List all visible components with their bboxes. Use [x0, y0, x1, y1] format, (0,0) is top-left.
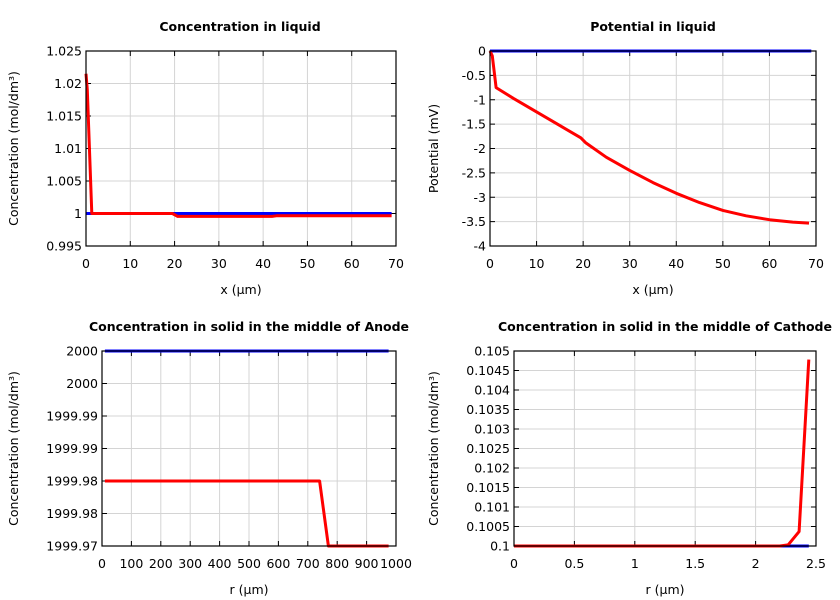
y-tick-label: -1.5	[462, 117, 486, 132]
x-tick-label: 700	[296, 556, 320, 571]
y-tick-label: -3.5	[462, 214, 486, 229]
x-tick-label: 50	[299, 256, 315, 271]
x-tick-label: 70	[808, 256, 824, 271]
y-tick-label: 2000	[66, 376, 98, 391]
y-axis-label: Concentration (mol/dm³)	[6, 371, 21, 526]
y-tick-label: 0.1025	[466, 441, 510, 456]
y-tick-label: 0.102	[474, 461, 510, 476]
y-tick-label: 0.101	[474, 500, 510, 515]
chart-title: Potential in liquid	[590, 19, 716, 34]
x-tick-label: 500	[237, 556, 261, 571]
x-axis-label: x (µm)	[632, 282, 673, 297]
x-tick-label: 1	[631, 556, 639, 571]
x-tick-label: 0	[82, 256, 90, 271]
y-tick-label: 1999.99	[46, 441, 98, 456]
x-tick-label: 0.5	[564, 556, 584, 571]
y-axis-label: Concentration (mol/dm³)	[6, 71, 21, 226]
subplot-4: Concentration in solid in the middle of …	[426, 319, 832, 597]
y-tick-label: 2000	[66, 344, 98, 359]
series-line-2	[84, 73, 392, 218]
plot-frame	[513, 350, 817, 547]
x-tick-label: 0	[510, 556, 518, 571]
y-tick-label: 1.01	[54, 141, 82, 156]
y-tick-label: 0.103	[474, 422, 510, 437]
y-tick-label: 1	[74, 206, 82, 221]
x-tick-label: 300	[178, 556, 202, 571]
y-tick-label: 0.1	[490, 539, 510, 554]
chart-title: Concentration in solid in the middle of …	[498, 319, 832, 334]
x-tick-label: 40	[255, 256, 271, 271]
x-tick-label: 1.5	[685, 556, 705, 571]
x-tick-label: 30	[211, 256, 227, 271]
y-tick-label: 0.1015	[466, 480, 510, 495]
x-tick-label: 60	[344, 256, 360, 271]
x-tick-label: 800	[325, 556, 349, 571]
y-tick-label: 1.015	[46, 109, 82, 124]
y-tick-label: 1.02	[54, 76, 82, 91]
x-tick-label: 0	[486, 256, 494, 271]
x-tick-label: 1000	[380, 556, 412, 571]
x-tick-label: 900	[355, 556, 379, 571]
x-tick-label: 60	[761, 256, 777, 271]
subplot-2: Potential in liquid 0 10 20 30 40 50 60 70 -4 -3.5…	[426, 19, 824, 297]
x-tick-label: 20	[575, 256, 591, 271]
series-line-2	[488, 50, 810, 225]
x-tick-label: 2.5	[806, 556, 826, 571]
y-tick-label: 1999.99	[46, 409, 98, 424]
y-tick-label: 0.105	[474, 344, 510, 359]
y-tick-label: 1.005	[46, 174, 82, 189]
y-tick-label: -2.5	[462, 165, 486, 180]
plot-frame	[101, 350, 397, 547]
y-axis-label: Concentration (mol/dm³)	[426, 371, 441, 526]
y-tick-label: 1.025	[46, 44, 82, 59]
y-tick-label: 0.104	[474, 383, 510, 398]
x-tick-label: 100	[119, 556, 143, 571]
y-tick-label: 0.995	[46, 239, 82, 254]
plot-frame	[85, 50, 397, 247]
y-tick-label: 0.1035	[466, 402, 510, 417]
y-tick-label: -1	[474, 92, 486, 107]
x-tick-label: 50	[715, 256, 731, 271]
x-tick-label: 2	[752, 556, 760, 571]
chart-title: Concentration in solid in the middle of …	[89, 319, 409, 334]
y-axis-label: Potential (mV)	[426, 104, 441, 193]
chart-title: Concentration in liquid	[159, 19, 320, 34]
y-tick-label: 0	[478, 44, 486, 59]
y-tick-label: 1999.97	[46, 539, 98, 554]
y-tick-label: -2	[474, 141, 486, 156]
x-axis-label: r (µm)	[230, 582, 269, 597]
x-tick-label: 600	[266, 556, 290, 571]
y-tick-label: 0.1005	[466, 519, 510, 534]
subplot-3: Concentration in solid in the middle of …	[6, 319, 412, 597]
y-tick-label: 1999.98	[46, 506, 98, 521]
x-tick-label: 0	[98, 556, 106, 571]
subplot-1: Concentration in liquid 0 10 20 30 40 50 60 70 0.…	[6, 19, 404, 297]
x-tick-label: 10	[529, 256, 545, 271]
x-tick-label: 10	[122, 256, 138, 271]
y-tick-label: 1999.98	[46, 474, 98, 489]
x-axis-label: x (µm)	[220, 282, 261, 297]
x-tick-label: 400	[208, 556, 232, 571]
y-tick-label: 0.1045	[466, 363, 510, 378]
plot-frame	[489, 50, 817, 247]
y-tick-label: -0.5	[462, 68, 486, 83]
x-tick-label: 200	[149, 556, 173, 571]
y-tick-label: -4	[474, 239, 487, 254]
x-tick-label: 20	[167, 256, 183, 271]
x-tick-label: 40	[668, 256, 684, 271]
y-tick-label: -3	[474, 190, 486, 205]
x-axis-label: r (µm)	[646, 582, 685, 597]
x-tick-label: 70	[388, 256, 404, 271]
x-tick-label: 30	[622, 256, 638, 271]
